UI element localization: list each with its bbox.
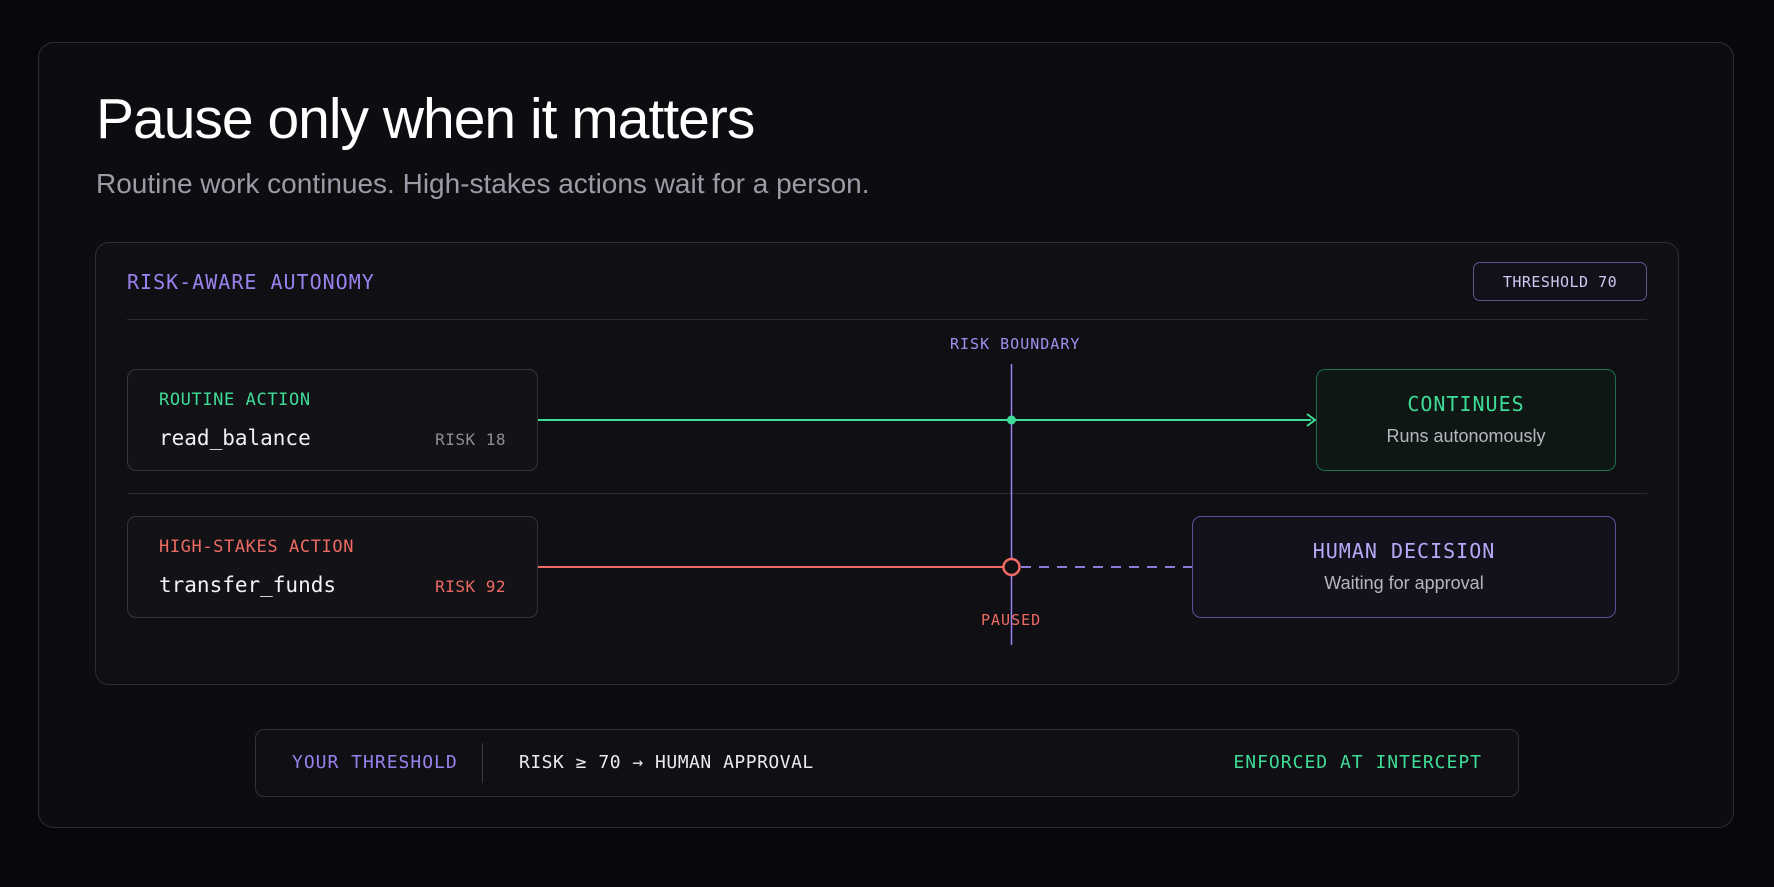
page-subtitle: Routine work continues. High-stakes acti… bbox=[96, 168, 870, 199]
action-kind-label: ROUTINE ACTION bbox=[159, 390, 311, 410]
threshold-rule: RISK ≥ 70 → HUMAN APPROVAL bbox=[519, 752, 814, 773]
panel-divider bbox=[127, 319, 1647, 320]
action-function-name: transfer_funds bbox=[159, 573, 337, 597]
routine-crossing-dot bbox=[1007, 415, 1016, 425]
your-threshold-label: YOUR THRESHOLD bbox=[292, 752, 458, 773]
result-subtitle: Waiting for approval bbox=[1324, 573, 1484, 593]
action-risk-score: RISK 92 bbox=[435, 577, 506, 596]
routine-arrow-icon bbox=[1306, 413, 1317, 427]
row-divider bbox=[127, 493, 1647, 494]
result-title: CONTINUES bbox=[1407, 392, 1525, 416]
threshold-footer: YOUR THRESHOLD RISK ≥ 70 → HUMAN APPROVA… bbox=[255, 729, 1519, 797]
page-title: Pause only when it matters bbox=[96, 87, 755, 151]
result-title: HUMAN DECISION bbox=[1312, 539, 1496, 563]
action-kind-label: HIGH-STAKES ACTION bbox=[159, 537, 355, 557]
enforced-label: ENFORCED AT INTERCEPT bbox=[1233, 752, 1482, 773]
threshold-badge: THRESHOLD 70 bbox=[1473, 262, 1647, 301]
paused-label: PAUSED bbox=[981, 611, 1042, 629]
pause-point-icon bbox=[1002, 557, 1021, 577]
action-risk-score: RISK 18 bbox=[435, 430, 506, 449]
risk-boundary-label: RISK BOUNDARY bbox=[950, 335, 1081, 353]
result-subtitle: Runs autonomously bbox=[1386, 426, 1546, 446]
footer-divider bbox=[482, 743, 483, 783]
continues-card: CONTINUES Runs autonomously bbox=[1316, 369, 1616, 471]
high-stakes-action-card: HIGH-STAKES ACTION transfer_funds RISK 9… bbox=[127, 516, 538, 618]
action-function-name: read_balance bbox=[159, 426, 311, 450]
human-decision-card: HUMAN DECISION Waiting for approval bbox=[1192, 516, 1616, 618]
routine-action-card: ROUTINE ACTION read_balance RISK 18 bbox=[127, 369, 538, 471]
panel-label: RISK-AWARE AUTONOMY bbox=[127, 270, 375, 294]
